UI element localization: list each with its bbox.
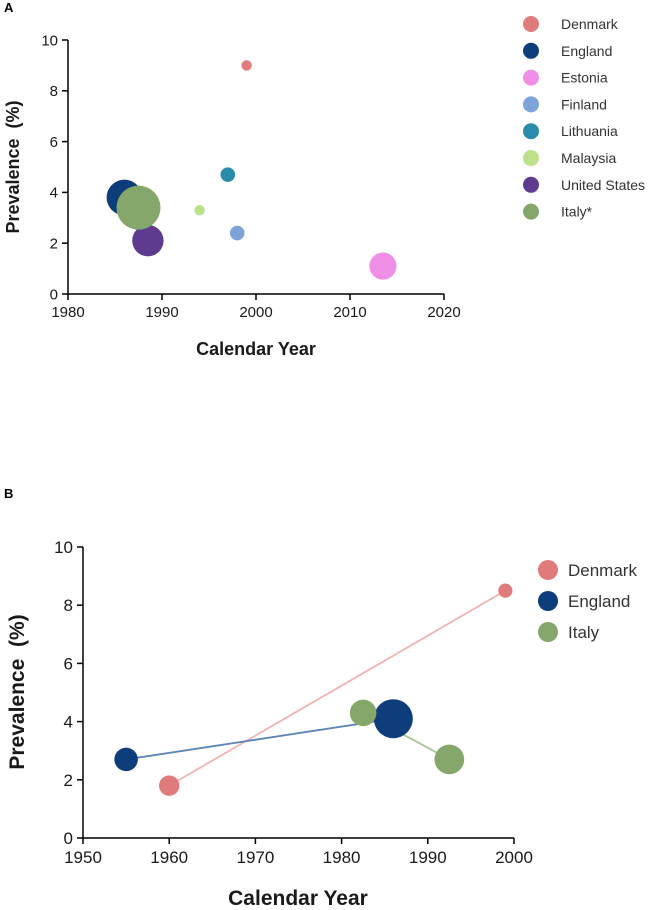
legend: Denmark England Estonia Finland Lithuania Mal… — [523, 16, 645, 220]
y-tick-label: 8 — [64, 596, 73, 615]
x-tick-label: 1960 — [150, 848, 188, 867]
y-tick-label: 2 — [50, 235, 58, 252]
data-point-denmark — [159, 775, 180, 796]
chart-panel-b: B 0 2 4 6 8 10 1950 1960 1970 1980 1990 2000 Calendar… — [4, 486, 637, 910]
legend-marker — [523, 123, 539, 140]
y-tick-label: 0 — [64, 829, 73, 848]
data-point-italy — [349, 699, 377, 727]
panel-label: B — [4, 486, 13, 501]
legend-label: England — [561, 43, 612, 59]
data-point-united-states — [132, 224, 164, 257]
legend-label: Denmark — [568, 561, 637, 580]
x-tick-label: 1970 — [236, 848, 274, 867]
series-line-denmark — [168, 589, 506, 787]
data-point-england — [373, 699, 413, 739]
legend-marker — [523, 150, 539, 166]
legend-marker — [523, 42, 539, 59]
y-tick-label: 4 — [50, 185, 58, 202]
data-point-denmark — [241, 60, 252, 71]
y-tick-label: 4 — [64, 713, 73, 732]
legend-label: Lithuania — [561, 123, 618, 139]
data-point-lithuania — [220, 167, 236, 182]
y-tick-label: 6 — [64, 654, 73, 673]
legend-label: Estonia — [561, 70, 608, 86]
legend-marker — [523, 176, 539, 193]
legend-marker — [523, 69, 539, 86]
x-tick-label: 1980 — [51, 304, 84, 321]
legend-marker — [538, 560, 558, 580]
data-point-england — [114, 747, 138, 772]
y-axis-title: Prevalence (%) — [3, 100, 23, 233]
legend-marker — [523, 203, 539, 220]
legend-marker — [523, 96, 539, 113]
y-axis-title: Prevalence (%) — [6, 614, 29, 769]
series-line-england — [125, 717, 394, 761]
x-tick-label: 2010 — [333, 304, 366, 321]
legend-label: Italy* — [561, 204, 593, 220]
data-point-italy- — [116, 185, 161, 230]
x-tick-label: 1980 — [323, 848, 361, 867]
legend-label: Malaysia — [561, 150, 616, 166]
legend-label: Italy — [568, 623, 600, 642]
y-tick-label: 10 — [41, 32, 58, 49]
legend-marker — [538, 591, 558, 611]
x-tick-label: 1990 — [145, 304, 178, 321]
x-tick-label: 2000 — [495, 848, 533, 867]
panel-label: A — [4, 0, 14, 15]
x-tick-label: 2000 — [239, 304, 272, 321]
y-tick-label: 6 — [50, 134, 58, 151]
legend-label: Finland — [561, 96, 607, 112]
y-tick-label: 8 — [50, 83, 58, 100]
legend-label: Denmark — [561, 16, 619, 32]
y-tick-label: 0 — [50, 286, 58, 303]
data-point-finland — [229, 225, 245, 241]
chart-panel-a: A 0 2 4 6 8 10 1980 1990 2000 2010 2020 Calendar Yea… — [3, 0, 645, 359]
x-axis-title: Calendar Year — [196, 339, 316, 359]
legend-label: England — [568, 592, 630, 611]
y-tick-label: 10 — [54, 538, 73, 557]
x-axis-title: Calendar Year — [228, 887, 368, 910]
legend: Denmark England Italy — [538, 560, 637, 642]
x-tick-label: 2020 — [427, 304, 460, 321]
data-point-italy — [434, 744, 465, 775]
x-tick-label: 1990 — [409, 848, 447, 867]
data-point-denmark — [498, 583, 513, 598]
data-point-estonia — [369, 252, 397, 280]
y-tick-label: 2 — [64, 771, 73, 790]
legend-marker — [538, 622, 558, 642]
x-tick-label: 1950 — [64, 848, 102, 867]
data-point-malaysia — [194, 204, 205, 216]
legend-label: United States — [561, 177, 645, 193]
legend-marker — [523, 16, 539, 32]
